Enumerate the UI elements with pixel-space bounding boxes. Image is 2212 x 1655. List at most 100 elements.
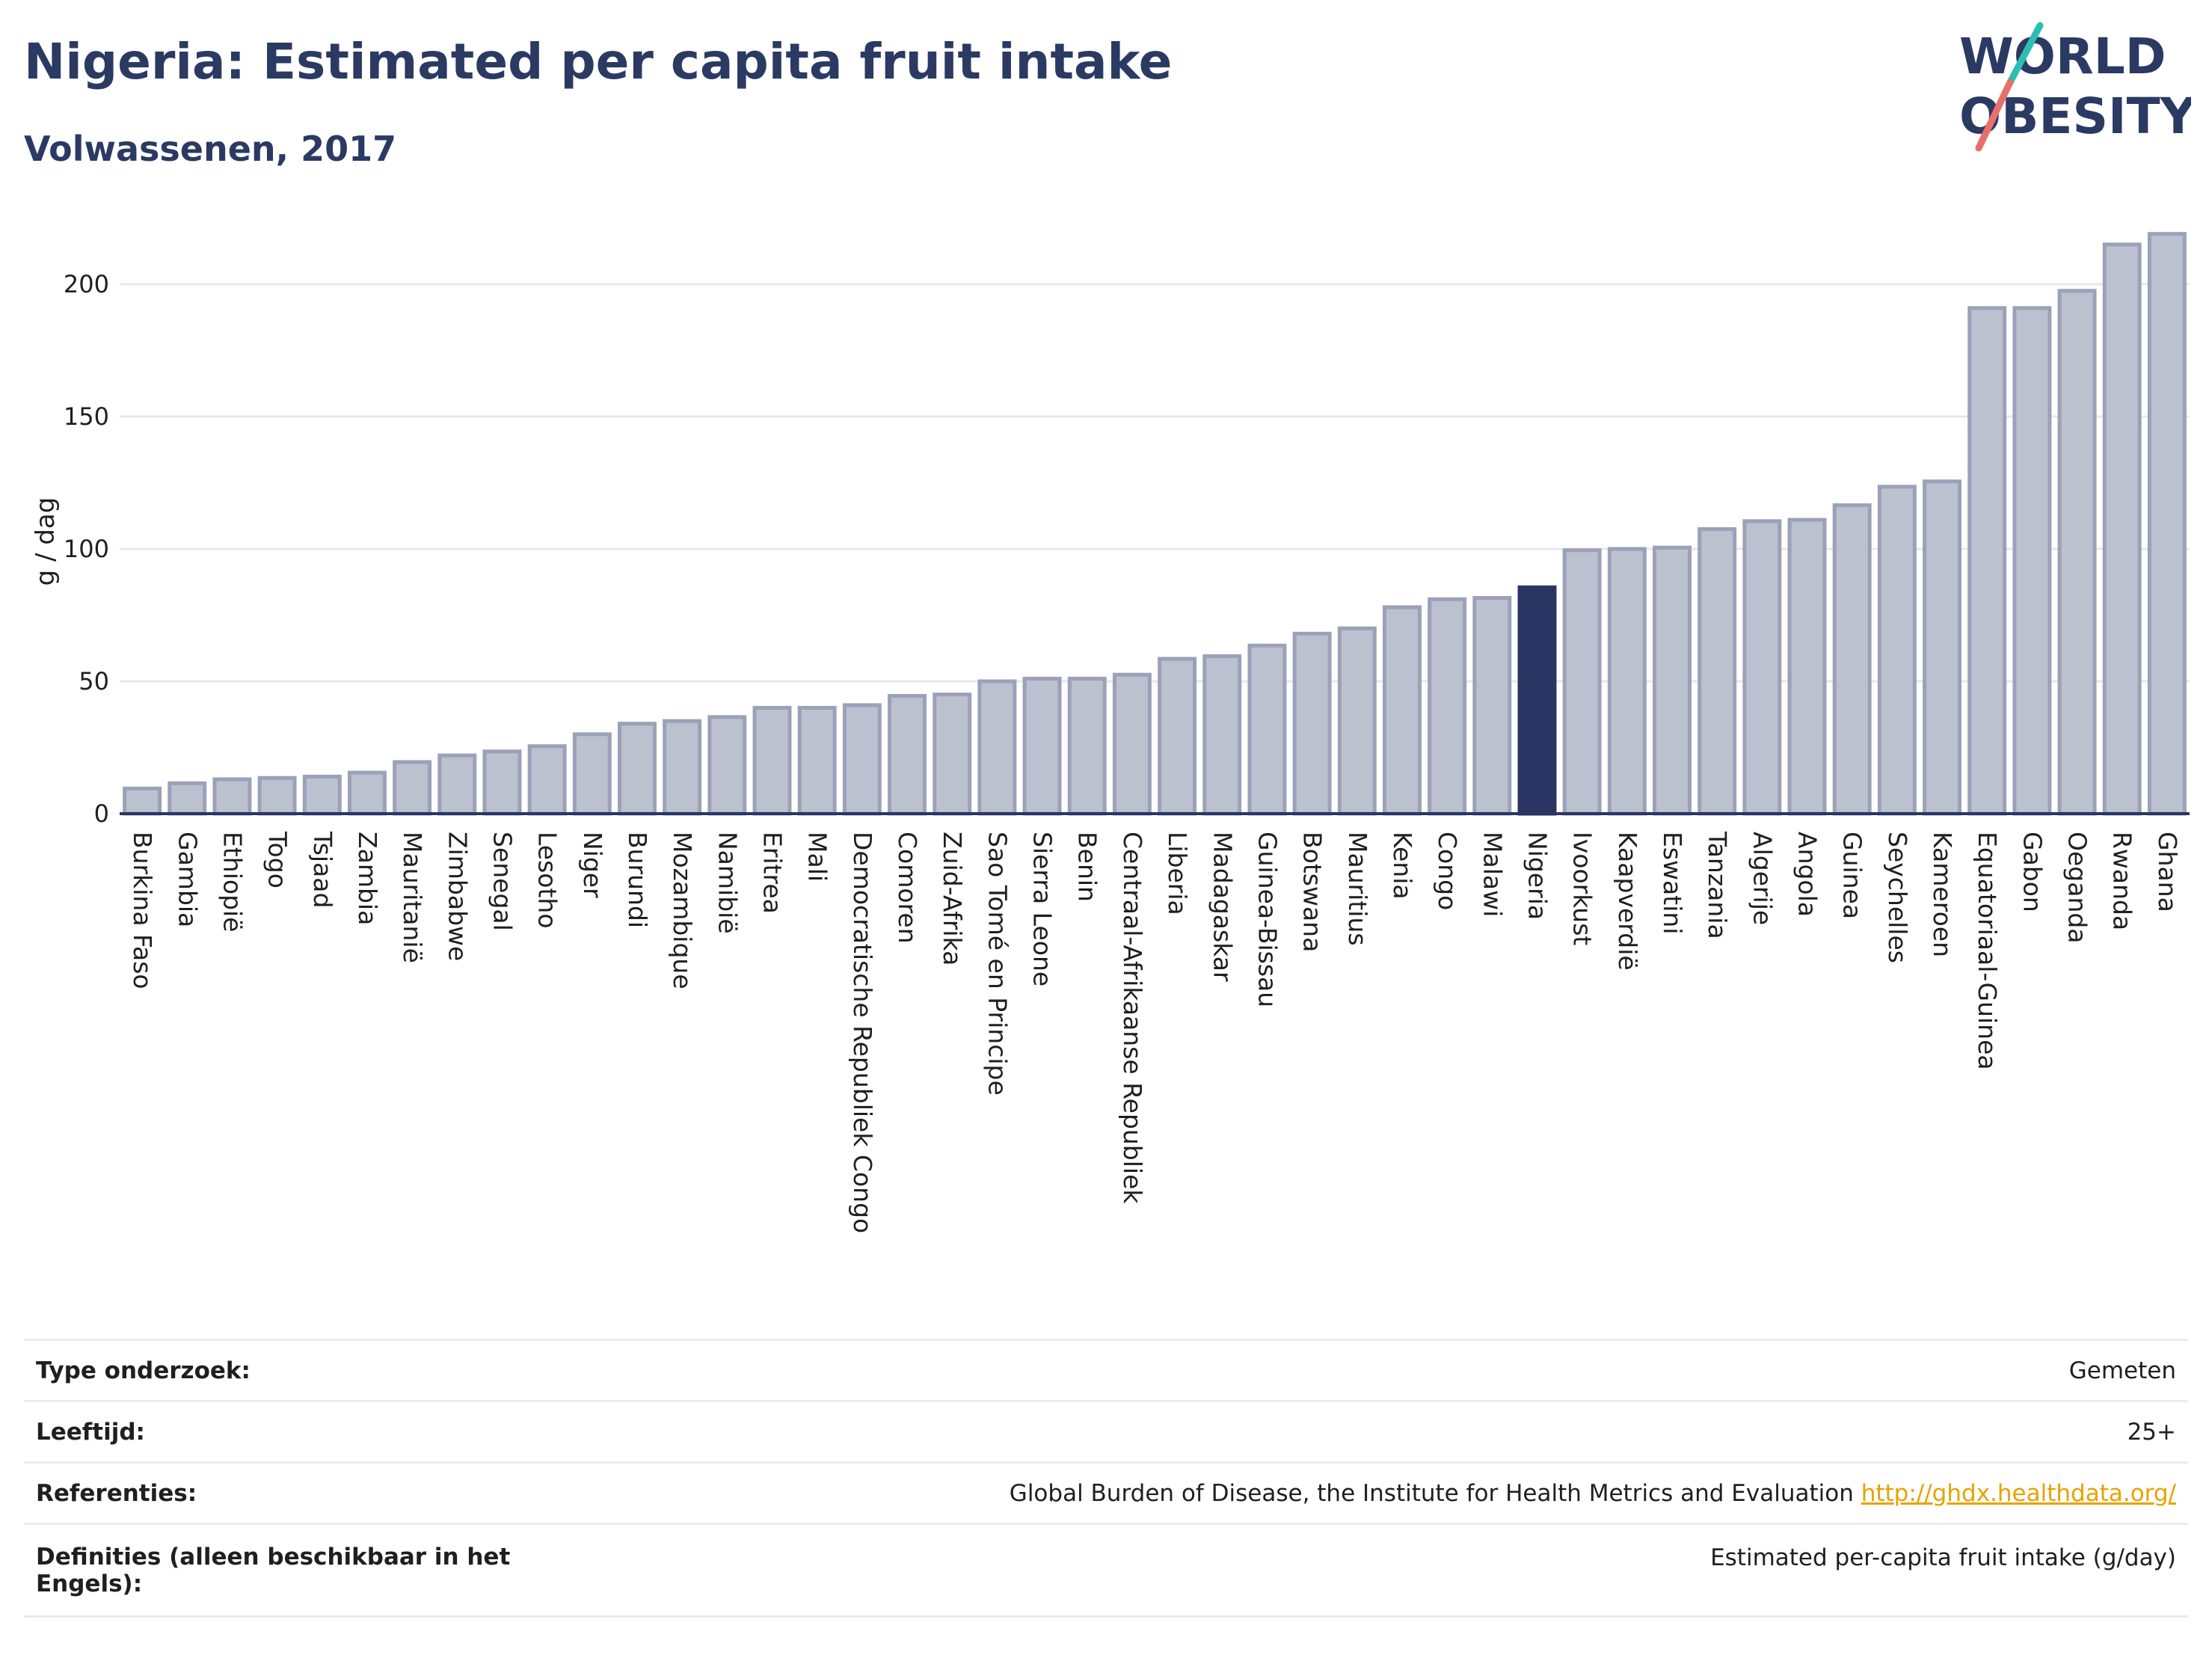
bar	[977, 679, 1017, 816]
bar	[572, 732, 612, 816]
bar	[842, 703, 882, 816]
x-tick-label: Eritrea	[758, 832, 787, 914]
bar	[1382, 605, 1422, 816]
x-tick-label: Namibië	[713, 832, 742, 934]
info-value: Estimated per-capita fruit intake (g/day…	[556, 1523, 2188, 1618]
bar	[482, 749, 522, 816]
x-tick-label: Mauritanië	[398, 832, 427, 963]
reference-link[interactable]: http://ghdx.healthdata.org/	[1861, 1479, 2176, 1507]
y-tick-label: 100	[64, 535, 109, 563]
bar	[2147, 232, 2187, 816]
y-axis-label: g / dag	[31, 497, 61, 586]
info-label: Definities (alleen beschikbaar in het En…	[24, 1523, 556, 1618]
info-label: Referenties:	[24, 1461, 556, 1524]
bar	[123, 786, 162, 816]
x-tick-label: Liberia	[1163, 832, 1192, 915]
bar	[257, 776, 297, 816]
x-tick-label: Nigeria	[1523, 832, 1552, 920]
bar	[1877, 485, 1917, 816]
x-tick-label: Gambia	[173, 832, 202, 927]
x-tick-label: Congo	[1433, 832, 1462, 910]
x-tick-label: Burkina Faso	[128, 832, 157, 989]
x-tick-label: Malawi	[1478, 832, 1507, 917]
x-tick-label: Senegal	[488, 832, 517, 931]
bar	[527, 744, 567, 816]
x-tick-label: Togo	[263, 831, 292, 888]
info-row-references: Referenties: Global Burden of Disease, t…	[24, 1461, 2188, 1524]
bar	[1967, 306, 2007, 816]
bar	[2012, 306, 2052, 816]
x-tick-label: Democratische Republiek Congo	[848, 832, 877, 1233]
x-tick-label: Seychelles	[1883, 832, 1912, 963]
x-tick-label: Guinea	[1838, 832, 1867, 919]
x-tick-label: Lesotho	[533, 832, 562, 929]
x-tick-label: Sao Tomé en Principe	[983, 832, 1012, 1096]
x-tick-label: Kaapverdië	[1613, 832, 1642, 971]
bar	[212, 777, 252, 816]
reference-text: Global Burden of Disease, the Institute …	[1009, 1479, 1854, 1507]
page-subtitle: Volwassenen, 2017	[24, 129, 397, 169]
x-tick-label: Comoren	[893, 832, 922, 944]
y-tick-label: 200	[64, 270, 109, 298]
bar	[1787, 518, 1827, 816]
x-tick-label: Niger	[578, 832, 607, 898]
bar	[1698, 526, 1737, 816]
bar	[663, 719, 702, 816]
x-tick-label: Ivoorkust	[1568, 832, 1597, 945]
x-tick-label: Algerije	[1748, 832, 1777, 925]
bar	[2102, 242, 2142, 816]
x-tick-label: Zambia	[353, 832, 382, 925]
bar	[168, 781, 207, 816]
bar	[1832, 503, 1872, 816]
bar	[2057, 289, 2097, 816]
bar	[933, 693, 972, 816]
x-tick-label: Zuid-Afrika	[938, 832, 967, 965]
bar-highlight	[1517, 585, 1557, 816]
bar	[393, 760, 432, 816]
bar	[1158, 657, 1197, 816]
x-tick-label: Tsjaad	[308, 831, 337, 908]
x-tick-label: Gabon	[2018, 832, 2047, 912]
x-tick-label: Centraal-Afrikaanse Republiek	[1118, 832, 1147, 1204]
x-tick-label: Ethiopië	[218, 832, 247, 932]
x-tick-label: Guinea-Bissau	[1253, 832, 1282, 1007]
x-tick-label: Ghana	[2153, 832, 2182, 912]
x-tick-label: Mauritius	[1343, 832, 1372, 946]
info-table: Type onderzoek: Gemeten Leeftijd: 25+ Re…	[24, 1339, 2188, 1618]
y-tick-label: 150	[64, 402, 109, 431]
x-tick-label: Equatoriaal-Guinea	[1973, 832, 2002, 1070]
x-tick-label: Mozambique	[668, 832, 697, 989]
bar	[302, 774, 342, 816]
bar	[347, 770, 387, 816]
bar	[1428, 597, 1467, 816]
x-tick-label: Burundi	[623, 832, 652, 928]
x-tick-label: Mali	[803, 832, 832, 882]
logo-line-1: WORLD	[1959, 28, 2166, 85]
bar	[1923, 479, 1962, 816]
x-tick-label: Madagaskar	[1208, 832, 1237, 982]
x-tick-label: Benin	[1073, 832, 1102, 902]
bar-chart: 0 50 100 150 200 g / dag Burkina Faso Gambia Eth…	[31, 232, 2190, 1233]
x-tick-label: Botswana	[1298, 832, 1327, 952]
bar	[1472, 595, 1512, 816]
bar	[618, 722, 657, 816]
bar	[1067, 676, 1107, 816]
info-row-type: Type onderzoek: Gemeten	[24, 1339, 2188, 1401]
logo-slash-top	[2006, 22, 2044, 86]
bar	[1653, 545, 1692, 816]
x-tick-label: Kameroen	[1928, 832, 1957, 957]
page-title: Nigeria: Estimated per capita fruit inta…	[24, 33, 1173, 90]
info-label: Type onderzoek:	[24, 1339, 556, 1401]
bar	[1202, 654, 1242, 816]
y-tick-label: 0	[94, 799, 109, 828]
x-tick-label: Sierra Leone	[1028, 832, 1057, 986]
info-label: Leeftijd:	[24, 1400, 556, 1463]
bar	[437, 753, 477, 816]
info-value: 25+	[556, 1400, 2188, 1463]
bar	[1022, 676, 1062, 816]
x-tick-label: Tanzania	[1703, 831, 1732, 939]
logo-slash-bottom	[1975, 79, 2014, 152]
x-tick-label: Eswatini	[1658, 832, 1687, 934]
bar	[797, 705, 837, 816]
x-tick-label: Oeganda	[2063, 832, 2092, 944]
